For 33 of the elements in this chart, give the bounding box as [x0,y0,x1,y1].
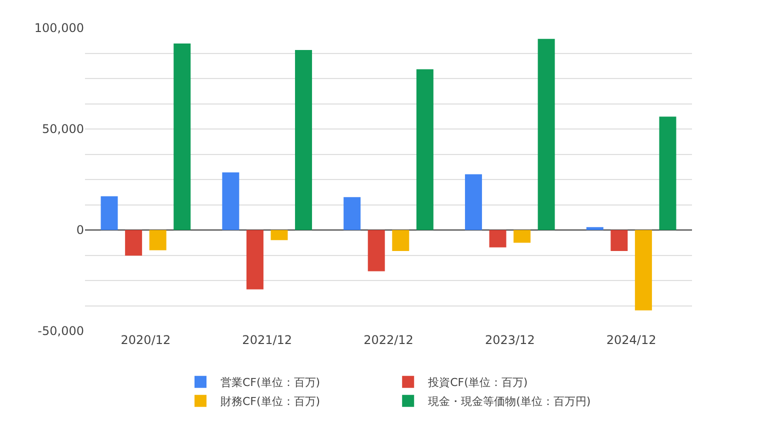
bar [174,44,191,230]
bar [610,230,628,252]
legend-label: 現金・現金等価物(単位：百万円) [428,395,591,408]
y-tick-label: 50,000 [42,122,84,136]
legend-label: 営業CF(単位：百万) [220,376,320,390]
bar [222,172,240,230]
y-tick-label: -50,000 [38,324,84,338]
x-tick-label: 2024/12 [606,333,656,347]
legend-label: 投資CF(単位：百万) [427,376,528,390]
x-tick-label: 2021/12 [242,333,292,347]
bar [295,50,312,230]
bar [125,230,142,256]
bar [514,230,531,243]
bar [270,230,288,240]
bar [416,69,434,230]
bar [392,230,410,252]
x-tick-label: 2022/12 [364,333,414,347]
bar [344,197,361,230]
bar [464,174,482,230]
bar [149,230,166,250]
x-tick-label: 2020/12 [120,333,171,347]
y-tick-label: 0 [76,223,84,238]
y-tick-label: 100,000 [34,21,84,36]
bar [100,196,118,230]
bar [634,230,652,310]
bar [368,230,385,272]
legend-label: 財務CF(単位：百万) [220,395,320,408]
x-tick-label: 2023/12 [484,333,535,347]
bar [489,230,506,248]
bar [586,227,604,230]
bar [246,230,264,290]
bar [659,116,676,230]
bar [538,38,555,230]
